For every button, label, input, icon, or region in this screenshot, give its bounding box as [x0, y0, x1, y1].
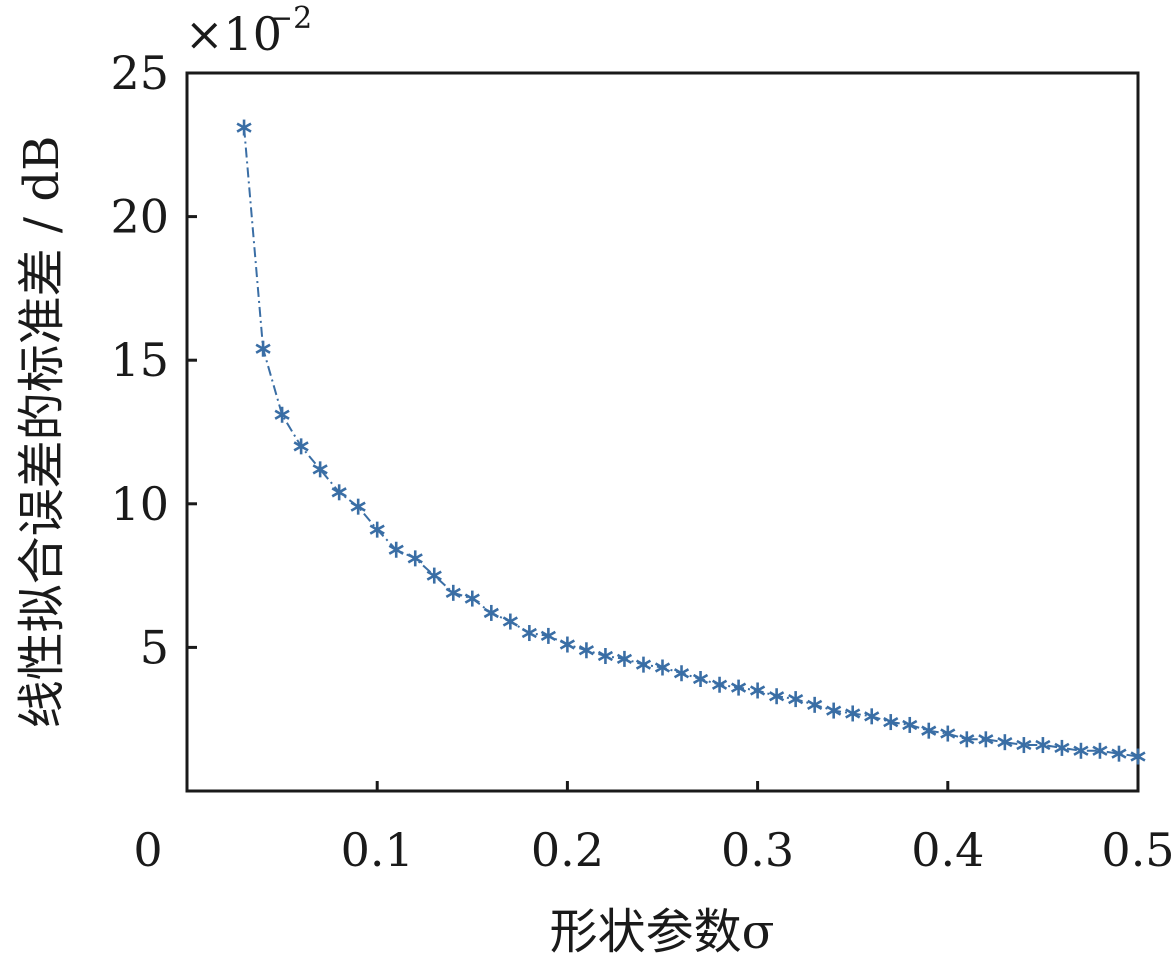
- x-tick-label: 0.2: [531, 823, 604, 877]
- data-point: [769, 688, 785, 705]
- data-point: [369, 521, 385, 538]
- data-point: [236, 119, 252, 136]
- data-point: [826, 702, 842, 719]
- data-point: [350, 498, 366, 515]
- plot-frame: [185, 71, 1140, 793]
- data-point: [635, 656, 652, 673]
- data-point: [1016, 737, 1032, 754]
- data-point: [407, 550, 423, 567]
- data-point: [274, 406, 290, 423]
- data-point: [445, 584, 461, 601]
- data-point: [616, 650, 633, 667]
- data-point: [730, 679, 747, 696]
- y-multiplier-exponent: −2: [268, 1, 312, 36]
- data-point: [940, 725, 956, 742]
- data-point: [654, 659, 671, 676]
- data-point: [1111, 745, 1127, 762]
- x-tick-label: 0: [133, 823, 162, 877]
- data-point: [1092, 742, 1108, 759]
- y-tick-label: 10: [110, 477, 169, 531]
- data-point: [521, 625, 537, 642]
- data-point: [1073, 742, 1089, 759]
- data-point: [978, 731, 994, 748]
- data-point: [1130, 748, 1146, 765]
- data-point: [921, 722, 937, 739]
- data-point: [1054, 739, 1070, 756]
- data-point: [959, 731, 975, 748]
- data-point: [293, 438, 309, 455]
- data-point: [483, 604, 499, 621]
- x-tick-label: 0.4: [911, 823, 984, 877]
- data-point: [883, 714, 899, 731]
- y-axis-ticks: 5 10 15 20 25: [110, 46, 197, 674]
- data-point: [255, 340, 271, 357]
- data-point: [788, 691, 804, 708]
- data-point: [426, 567, 442, 584]
- data-point: [749, 682, 766, 699]
- data-point: [388, 541, 404, 558]
- data-point: [464, 590, 480, 607]
- x-tick-label: 0.1: [341, 823, 414, 877]
- y-tick-label: 20: [110, 190, 169, 244]
- data-point: [1035, 737, 1051, 754]
- y-axis-multiplier: ×10 −2: [185, 1, 312, 61]
- x-tick-label: 0.3: [721, 823, 794, 877]
- data-point: [578, 642, 595, 659]
- data-point: [711, 676, 728, 693]
- data-point: [559, 636, 576, 653]
- data-point: [540, 627, 556, 644]
- data-point: [902, 716, 918, 733]
- data-point: [807, 696, 823, 713]
- data-point: [997, 734, 1013, 751]
- series-layer: [236, 119, 1146, 765]
- x-axis-ticks: 0 0.1 0.2 0.3 0.4 0.5: [133, 781, 1175, 877]
- data-point: [673, 665, 690, 682]
- x-axis-title: 形状参数σ: [550, 904, 775, 960]
- data-point: [502, 613, 518, 630]
- data-point: [312, 461, 328, 478]
- data-point: [331, 484, 347, 501]
- data-point: [845, 705, 861, 722]
- y-tick-label: 25: [110, 46, 169, 100]
- data-point: [597, 648, 614, 665]
- data-point: [864, 708, 880, 725]
- y-multiplier-base: ×10: [185, 7, 282, 61]
- y-axis-title: 线性拟合误差的标准差 / dB: [14, 136, 70, 729]
- x-tick-label: 0.5: [1101, 823, 1174, 877]
- data-point: [692, 670, 709, 687]
- y-tick-label: 5: [140, 620, 169, 674]
- series-line: [243, 127, 1139, 758]
- y-tick-label: 15: [110, 333, 169, 387]
